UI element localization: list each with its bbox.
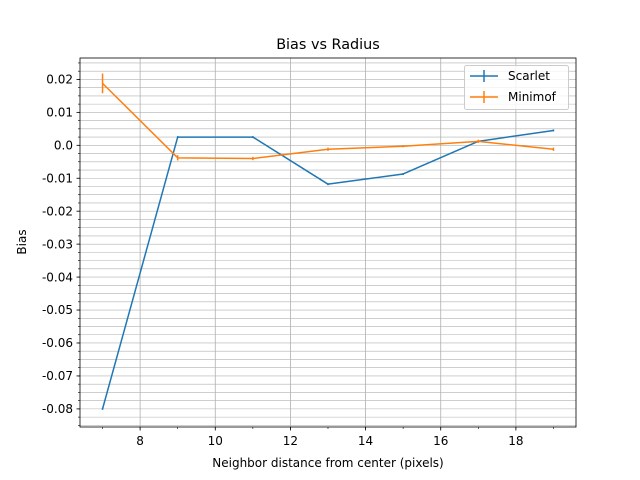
legend-entry-minimof: Minimof	[470, 90, 557, 104]
legend-entry-scarlet: Scarlet	[470, 69, 550, 83]
y-tick-label: -0.02	[42, 204, 73, 218]
y-tick-label: -0.06	[42, 336, 73, 350]
x-axis-label: Neighbor distance from center (pixels)	[212, 456, 443, 470]
x-tick-label: 12	[283, 434, 298, 448]
y-tick-label: -0.01	[42, 171, 73, 185]
x-tick-label: 8	[136, 434, 144, 448]
series-layer	[101, 73, 555, 410]
y-tick-label: -0.07	[42, 369, 73, 383]
x-tick-label: 14	[358, 434, 373, 448]
y-tick-label: 0.01	[46, 106, 73, 120]
y-tick-label: -0.04	[42, 270, 73, 284]
y-axis-label: Bias	[15, 229, 29, 254]
y-tick-label: -0.05	[42, 303, 73, 317]
y-tick-label: -0.03	[42, 237, 73, 251]
legend-label-scarlet: Scarlet	[508, 69, 550, 83]
y-tick-label: 0.0	[54, 139, 73, 153]
x-tick-label: 10	[208, 434, 223, 448]
major-gridlines	[139, 58, 517, 427]
chart-title: Bias vs Radius	[276, 37, 380, 53]
y-axis-ticks: 0.02 0.01 0.0 -0.01 -0.02 -0.03 -0.04 -0.05 -0.0…	[42, 62, 80, 426]
legend: Scarlet Minimof	[464, 65, 569, 110]
x-tick-label: 18	[508, 434, 523, 448]
legend-label-minimof: Minimof	[508, 90, 557, 104]
x-axis-ticks: 8 10 12 14 16 18	[102, 427, 554, 448]
y-tick-label: 0.02	[46, 73, 73, 87]
x-tick-label: 16	[433, 434, 448, 448]
y-tick-label: -0.08	[42, 402, 73, 416]
